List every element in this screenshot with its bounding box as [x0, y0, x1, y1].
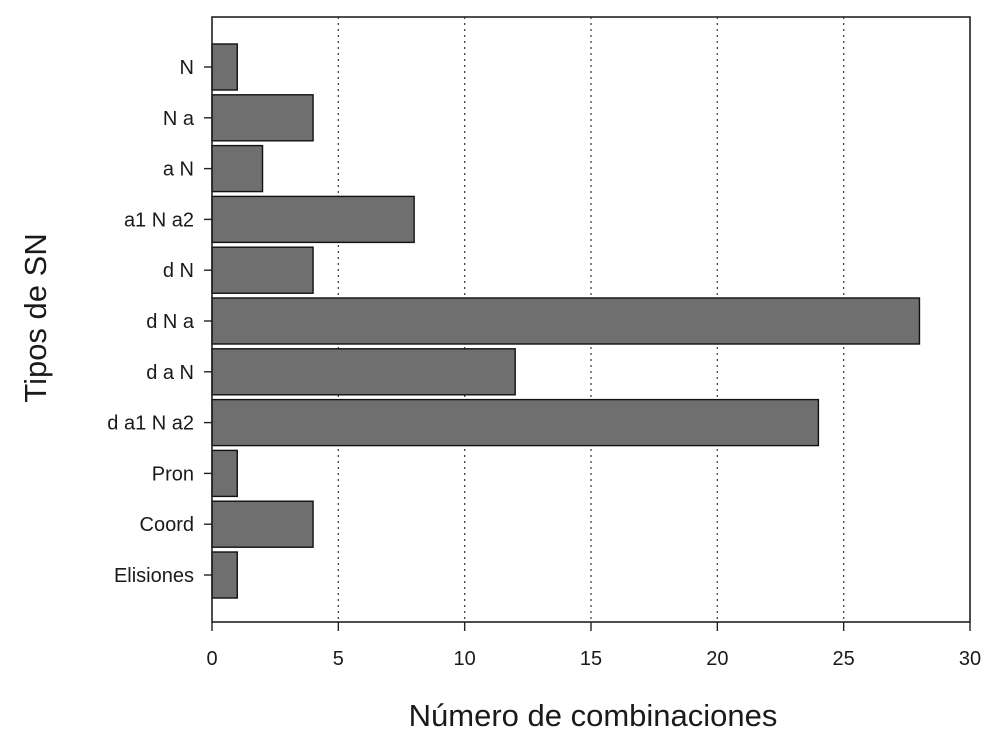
- bar-10: [211, 551, 238, 599]
- y-tick-label-7: d a1 N a2: [107, 413, 194, 435]
- y-tick-label-4: d N: [163, 260, 194, 282]
- bar-5: [211, 297, 921, 345]
- y-tick-label-0: N: [180, 57, 194, 79]
- y-tick-label-3: a1 N a2: [124, 209, 194, 231]
- x-tick-label-15: 15: [580, 648, 602, 670]
- y-axis-ticks: N N a a N a1 N a2 d N d N a d a N d a1 N a2 Pron…: [107, 57, 212, 587]
- y-tick-label-1: N a: [163, 108, 195, 130]
- x-axis-title: Número de combinaciones: [409, 698, 778, 733]
- x-tick-label-0: 0: [206, 648, 217, 670]
- bar-4: [211, 246, 314, 294]
- bar-0: [211, 43, 238, 91]
- x-tick-label-10: 10: [454, 648, 476, 670]
- x-tick-label-25: 25: [833, 648, 855, 670]
- y-tick-label-2: a N: [163, 159, 194, 181]
- x-tick-label-20: 20: [706, 648, 728, 670]
- bar-3: [211, 195, 415, 244]
- y-tick-label-5: d N a: [146, 311, 195, 333]
- bar-8: [211, 449, 238, 498]
- grid-lines: [337, 17, 845, 622]
- y-tick-label-6: d a N: [146, 362, 194, 384]
- x-tick-label-5: 5: [333, 648, 344, 670]
- bar-6: [211, 348, 516, 396]
- x-axis-ticks: 0 5 10 15 20 25 30: [206, 622, 981, 670]
- bar-7: [211, 398, 820, 447]
- y-axis-title: Tipos de SN: [18, 233, 53, 402]
- bars: [211, 43, 921, 599]
- x-tick-label-30: 30: [959, 648, 981, 670]
- bar-2: [211, 144, 264, 193]
- bar-9: [211, 500, 314, 548]
- bar-1: [211, 94, 314, 142]
- y-tick-label-8: Pron: [152, 463, 194, 485]
- y-tick-label-10: Elisiones: [114, 565, 194, 587]
- y-tick-label-9: Coord: [140, 514, 194, 536]
